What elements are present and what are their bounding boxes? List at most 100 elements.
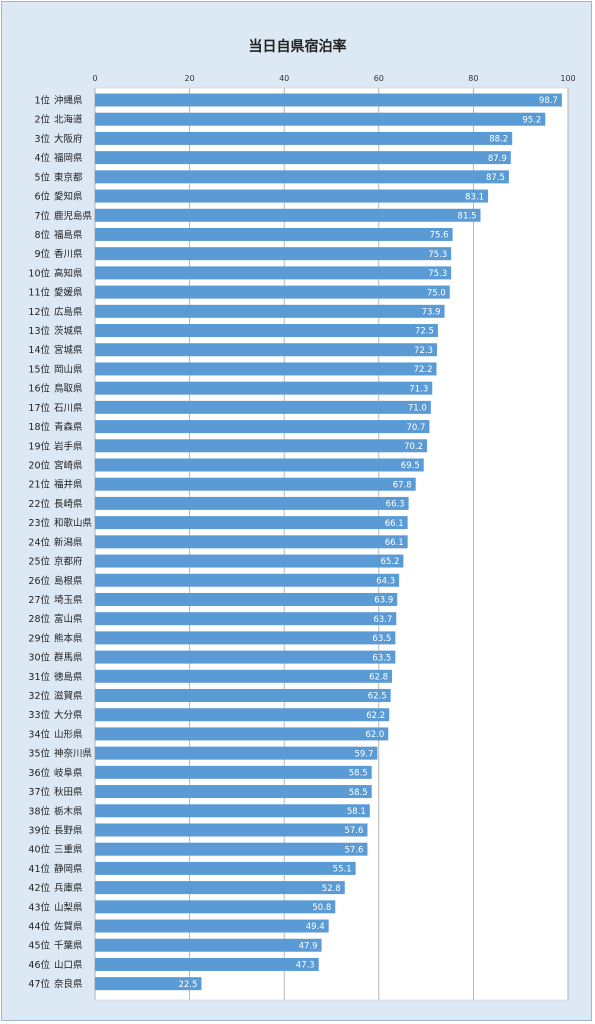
bar [95, 861, 356, 875]
data-label: 75.3 [428, 269, 447, 279]
data-label: 83.1 [465, 192, 484, 202]
x-tick-label: 100 [560, 74, 575, 83]
category-rank-label: 24位 [28, 536, 50, 548]
data-label: 75.0 [427, 288, 446, 298]
category-rank-label: 46位 [28, 959, 50, 971]
data-label: 62.0 [365, 730, 384, 740]
data-label: 70.2 [404, 442, 423, 452]
bar [95, 823, 368, 837]
category-prefecture-label: 佐賀県 [54, 921, 83, 933]
data-label: 49.4 [306, 922, 325, 932]
data-label: 67.8 [393, 480, 412, 490]
bar [95, 304, 445, 318]
category-prefecture-label: 富山県 [54, 613, 83, 625]
category-rank-label: 1位 [34, 95, 50, 107]
data-label: 71.0 [408, 404, 427, 414]
category-prefecture-label: 山形県 [54, 728, 83, 740]
data-label: 22.5 [178, 980, 197, 990]
x-axis-ticks: 0 20 40 60 80 100 [92, 74, 575, 83]
data-label: 47.9 [299, 941, 318, 951]
category-prefecture-label: 宮崎県 [54, 459, 83, 471]
category-rank-label: 28位 [28, 613, 50, 625]
x-tick-label: 40 [279, 74, 289, 83]
category-prefecture-label: 岡山県 [54, 364, 83, 375]
category-prefecture-label: 鹿児島県 [54, 210, 93, 222]
bar [95, 785, 372, 799]
data-label: 72.2 [414, 365, 433, 375]
bar [95, 881, 345, 895]
bar [95, 516, 408, 530]
category-prefecture-label: 長野県 [54, 825, 83, 836]
category-prefecture-label: 静岡県 [54, 863, 83, 875]
data-label: 57.6 [345, 845, 364, 855]
bar [95, 477, 416, 491]
bar [95, 727, 389, 741]
category-prefecture-label: 群馬県 [54, 652, 83, 664]
category-prefecture-label: 高知県 [54, 267, 83, 279]
category-prefecture-label: 愛知県 [54, 191, 83, 203]
category-prefecture-label: 沖縄県 [54, 95, 83, 107]
data-label: 66.1 [385, 538, 404, 548]
category-prefecture-label: 福岡県 [54, 152, 83, 164]
data-label: 70.7 [406, 423, 425, 433]
data-label: 63.9 [374, 596, 393, 606]
category-rank-label: 2位 [34, 114, 50, 126]
data-label: 58.5 [349, 788, 368, 798]
category-prefecture-label: 徳島県 [54, 671, 83, 683]
data-label: 57.6 [345, 826, 364, 836]
category-prefecture-label: 茨城県 [54, 325, 83, 337]
category-rank-label: 31位 [28, 671, 50, 683]
bar [95, 765, 372, 779]
category-prefecture-label: 三重県 [54, 844, 83, 856]
data-label: 66.3 [386, 500, 405, 510]
category-prefecture-label: 神奈川県 [54, 748, 93, 760]
category-rank-label: 4位 [34, 152, 50, 164]
data-label: 73.9 [422, 308, 441, 318]
data-label: 72.3 [414, 346, 433, 356]
category-labels: 1位 沖縄県 2位 北海道 3位 大阪府 4位 福岡県 5位 東京都 6位 愛知県 7位 鹿児島県 8位 福島… [28, 95, 92, 991]
category-rank-label: 21位 [28, 479, 50, 491]
bar [95, 151, 511, 165]
bar [95, 919, 329, 933]
category-rank-label: 40位 [28, 844, 50, 856]
data-label: 62.5 [368, 692, 387, 702]
category-rank-label: 8位 [34, 229, 50, 241]
category-rank-label: 6位 [34, 191, 50, 203]
data-label: 58.1 [347, 807, 366, 817]
bar [95, 689, 391, 703]
x-tick-label: 0 [92, 74, 97, 83]
bar [95, 400, 431, 414]
category-rank-label: 20位 [28, 459, 50, 471]
category-prefecture-label: 福島県 [54, 229, 83, 241]
category-prefecture-label: 青森県 [54, 421, 83, 433]
bar [95, 112, 546, 126]
category-prefecture-label: 埼玉県 [54, 594, 83, 606]
data-label: 95.2 [522, 115, 541, 125]
bar [95, 573, 400, 587]
data-label: 58.5 [349, 769, 368, 779]
category-prefecture-label: 石川県 [54, 403, 83, 414]
bar [95, 131, 513, 145]
category-prefecture-label: 愛媛県 [54, 287, 83, 299]
category-rank-label: 5位 [34, 171, 50, 183]
category-rank-label: 11位 [28, 287, 50, 299]
category-rank-label: 9位 [34, 248, 50, 260]
category-rank-label: 7位 [34, 210, 50, 222]
category-rank-label: 14位 [28, 344, 50, 356]
value-labels: 98.7 95.2 88.2 87.9 87.583.1 81.5 75.6 75.3 75.3… [178, 96, 557, 990]
bar [95, 266, 452, 280]
category-prefecture-label: 鳥取県 [54, 383, 83, 395]
bars [95, 93, 562, 991]
category-rank-label: 18位 [28, 421, 50, 433]
category-prefecture-label: 兵庫県 [54, 882, 83, 894]
data-label: 75.6 [430, 231, 449, 241]
category-prefecture-label: 滋賀県 [54, 690, 83, 702]
category-rank-label: 12位 [28, 306, 50, 318]
data-label: 62.8 [369, 673, 388, 683]
category-rank-label: 22位 [28, 498, 50, 510]
data-label: 66.1 [385, 519, 404, 529]
category-prefecture-label: 千葉県 [54, 940, 83, 952]
bar [95, 592, 398, 606]
category-rank-label: 44位 [28, 921, 50, 933]
bar [95, 496, 409, 510]
